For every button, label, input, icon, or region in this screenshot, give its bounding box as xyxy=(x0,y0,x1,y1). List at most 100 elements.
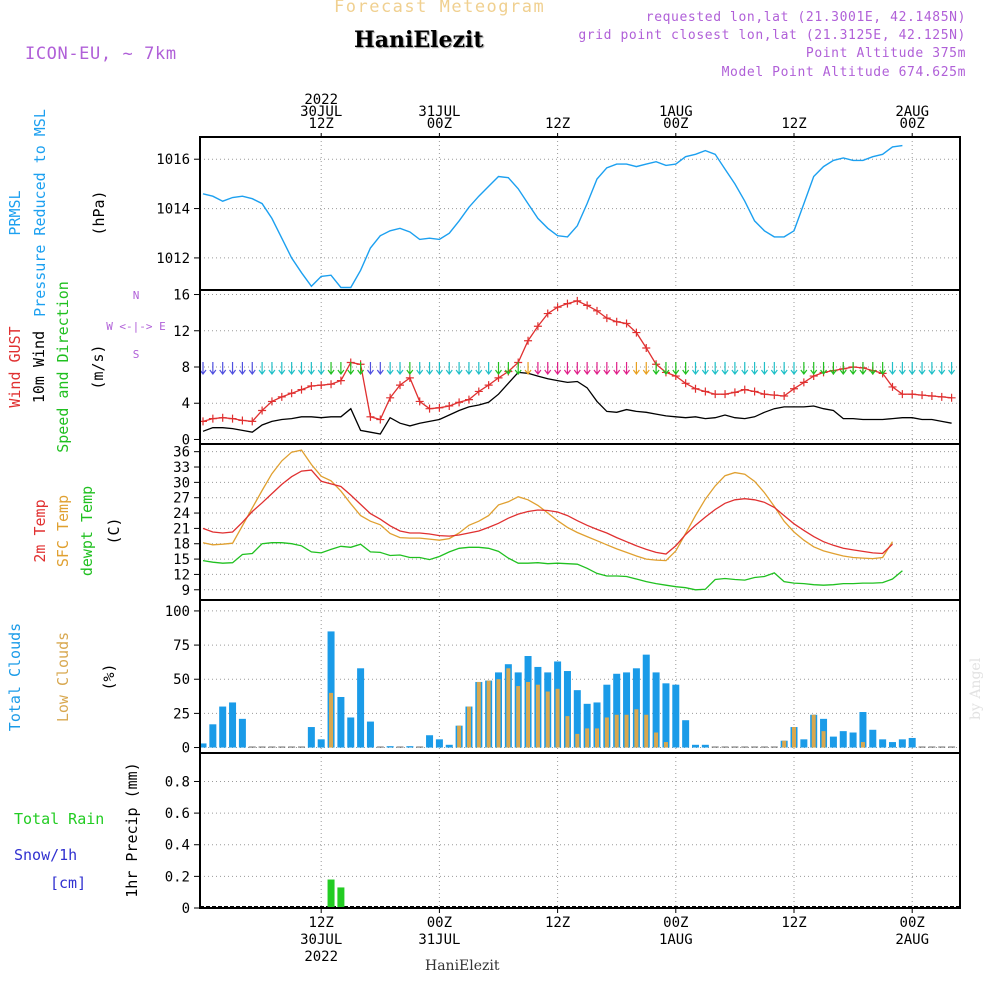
gust-marker xyxy=(287,389,296,398)
pressure-label-msl: Pressure Reduced to MSL xyxy=(31,109,49,317)
total-cloud-bar xyxy=(337,696,345,748)
total-cloud-bar xyxy=(583,703,591,748)
wind-direction-arrow xyxy=(780,362,788,375)
wind-direction-arrow xyxy=(751,362,759,375)
wind-direction-arrow xyxy=(495,362,502,375)
gust-marker xyxy=(573,296,582,305)
wind-direction-arrow xyxy=(682,362,690,375)
low-clouds-label: Low Clouds xyxy=(54,632,72,722)
wind-direction-arrow xyxy=(258,362,266,375)
wind-direction-arrow xyxy=(534,362,542,375)
top-time-label: 12Z xyxy=(781,116,806,132)
total-cloud-bar xyxy=(396,746,404,748)
wind-direction-arrow xyxy=(288,362,296,375)
total-clouds-label: Total Clouds xyxy=(6,623,24,731)
total-cloud-bar xyxy=(298,746,305,748)
wind-direction-arrow xyxy=(613,362,621,375)
wind-direction-arrow xyxy=(908,362,916,375)
total-cloud-bar xyxy=(347,717,355,748)
top-time-label: 00Z xyxy=(663,116,688,132)
wind-direction-arrow xyxy=(475,362,483,375)
wind-direction-arrow xyxy=(889,362,896,375)
wind-direction-arrow xyxy=(829,362,837,375)
total-cloud-bar xyxy=(563,671,571,748)
y-tick-label: 12 xyxy=(173,567,190,583)
gust-marker xyxy=(396,381,404,390)
wind-direction-arrow xyxy=(366,362,374,375)
wind-direction-arrow xyxy=(672,362,680,375)
gust-marker xyxy=(612,317,621,326)
gust-marker xyxy=(366,412,375,421)
total-cloud-bar xyxy=(692,744,699,748)
wind-direction-arrow xyxy=(662,362,670,375)
total-cloud-bar xyxy=(701,744,709,748)
gust-marker xyxy=(947,393,956,402)
gust-marker xyxy=(228,414,237,423)
bottom-time-label: 2AUG xyxy=(895,932,929,948)
footer-location: HaniElezit xyxy=(425,958,500,974)
y-tick-label: 1014 xyxy=(156,202,190,218)
total-cloud-bar xyxy=(711,746,719,748)
low-cloud-bar xyxy=(526,681,531,748)
gust-marker xyxy=(711,390,720,399)
wind-direction-arrow xyxy=(760,362,768,375)
gust-marker xyxy=(908,390,917,399)
gust-marker xyxy=(405,373,414,382)
total-cloud-bar xyxy=(258,746,266,748)
snow-unit-label: [cm] xyxy=(50,874,86,892)
total-cloud-bar xyxy=(278,746,286,748)
clouds-unit: (%) xyxy=(100,663,118,690)
wind-direction-arrow xyxy=(839,362,847,375)
pressure-label-prmsl: PRMSL xyxy=(6,190,24,235)
gust-marker xyxy=(425,404,434,413)
bottom-time-label: 00Z xyxy=(900,915,925,931)
total-cloud-bar xyxy=(248,746,256,748)
wind-direction-arrow xyxy=(445,362,453,375)
low-cloud-bar xyxy=(604,717,609,748)
wind-direction-arrow xyxy=(317,362,325,375)
low-cloud-bar xyxy=(555,688,560,748)
total-cloud-bar xyxy=(918,746,926,748)
wind-direction-arrow xyxy=(820,362,828,375)
wind-direction-arrow xyxy=(652,362,660,375)
wind-direction-arrow xyxy=(376,362,384,375)
total-cloud-bar xyxy=(238,718,246,748)
y-tick-label: 0.6 xyxy=(165,806,190,822)
y-tick-label: 0.2 xyxy=(165,869,190,885)
wind-direction-arrow xyxy=(465,362,473,375)
total-cloud-bar xyxy=(357,668,365,748)
low-cloud-bar xyxy=(654,732,659,748)
total-cloud-bar xyxy=(869,729,877,748)
gust-marker xyxy=(218,413,227,422)
pressure-line xyxy=(202,144,903,289)
grid-coords: grid point closest lon,lat (21.3125E, 42… xyxy=(578,28,966,43)
top-time-label: 12Z xyxy=(309,116,334,132)
bottom-time-label: 31JUL xyxy=(418,932,460,948)
total-cloud-bar xyxy=(632,668,640,748)
y-tick-label: 16 xyxy=(173,288,190,304)
total-cloud-bar xyxy=(938,746,946,748)
sfc-temp-line xyxy=(202,449,894,562)
low-cloud-bar xyxy=(663,742,668,748)
gust-marker xyxy=(790,384,798,393)
gust-marker xyxy=(701,387,710,396)
y-tick-label: 18 xyxy=(173,537,190,553)
snow-label: Snow/1h xyxy=(14,846,77,864)
precip-unit: 1hr Precip (mm) xyxy=(123,762,141,897)
gust-marker xyxy=(553,303,562,312)
gust-marker xyxy=(770,391,779,400)
wind-10m-label: 10m Wind xyxy=(30,331,48,403)
total-cloud-bar xyxy=(445,744,453,748)
wind-speed-line xyxy=(202,371,952,435)
wind-direction-arrow xyxy=(278,362,286,375)
gust-marker xyxy=(376,415,385,424)
wind-gust-label: Wind GUST xyxy=(6,326,24,407)
wind-direction-arrow xyxy=(298,362,305,375)
total-cloud-bar xyxy=(406,746,414,748)
gust-marker xyxy=(248,417,257,426)
location-name: HaniElezit xyxy=(354,27,484,53)
gust-marker xyxy=(258,406,267,415)
top-time-label: 00Z xyxy=(900,116,925,132)
gust-marker xyxy=(602,314,611,323)
bottom-time-label: 1AUG xyxy=(659,932,693,948)
